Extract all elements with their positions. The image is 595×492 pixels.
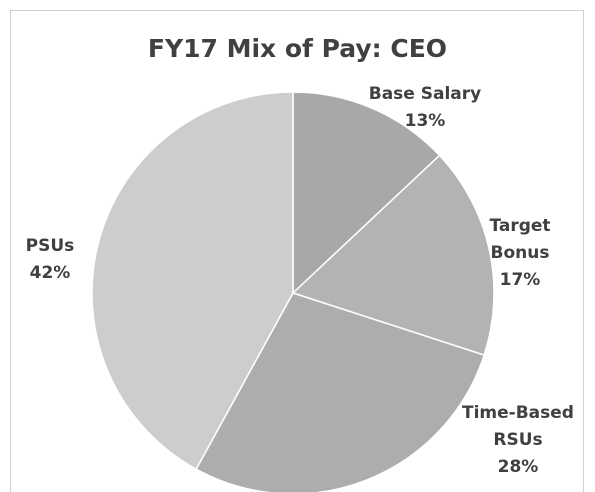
slice-label: Time-Based RSUs 28% [448, 400, 588, 481]
chart-title: FY17 Mix of Pay: CEO [147, 34, 448, 63]
slice-label: Base Salary 13% [350, 81, 500, 135]
slice-label: PSUs 42% [10, 233, 90, 287]
value-label: 13% [404, 111, 446, 131]
chart-frame [10, 10, 584, 492]
category-label: Time-Based RSUs [462, 402, 574, 450]
category-label: Target Bonus [489, 215, 551, 263]
pie-slice [91, 91, 294, 471]
pie-slice [291, 154, 495, 357]
category-label: PSUs [25, 236, 75, 256]
pie-slice [195, 292, 486, 492]
pie-slice [292, 91, 441, 295]
category-label: Base Salary [368, 84, 482, 104]
value-label: 28% [497, 456, 539, 477]
value-label: 42% [29, 263, 71, 283]
value-label: 17% [499, 269, 541, 290]
slice-label: Target Bonus 17% [475, 213, 565, 294]
